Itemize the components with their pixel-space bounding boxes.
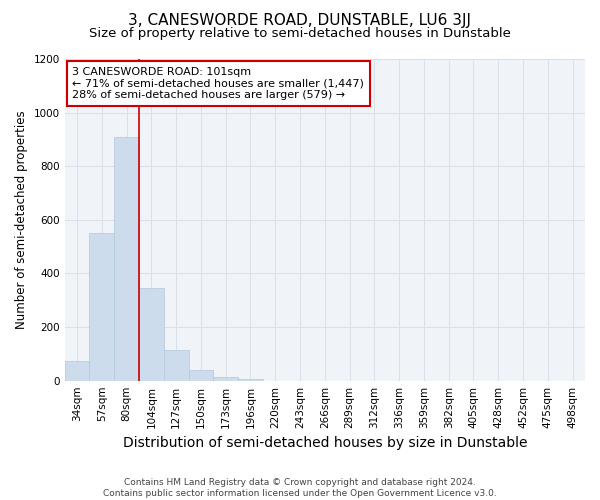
Text: Contains HM Land Registry data © Crown copyright and database right 2024.
Contai: Contains HM Land Registry data © Crown c…	[103, 478, 497, 498]
Bar	[238, 378, 263, 380]
Bar	[139, 288, 164, 380]
Text: 3, CANESWORDE ROAD, DUNSTABLE, LU6 3JJ: 3, CANESWORDE ROAD, DUNSTABLE, LU6 3JJ	[128, 12, 472, 28]
X-axis label: Distribution of semi-detached houses by size in Dunstable: Distribution of semi-detached houses by …	[122, 436, 527, 450]
Bar	[164, 350, 188, 380]
Text: Size of property relative to semi-detached houses in Dunstable: Size of property relative to semi-detach…	[89, 28, 511, 40]
Bar	[188, 370, 214, 380]
Bar	[65, 360, 89, 380]
Text: 3 CANESWORDE ROAD: 101sqm
← 71% of semi-detached houses are smaller (1,447)
28% : 3 CANESWORDE ROAD: 101sqm ← 71% of semi-…	[73, 67, 364, 100]
Bar	[89, 233, 114, 380]
Bar	[214, 376, 238, 380]
Y-axis label: Number of semi-detached properties: Number of semi-detached properties	[15, 110, 28, 329]
Bar	[114, 136, 139, 380]
